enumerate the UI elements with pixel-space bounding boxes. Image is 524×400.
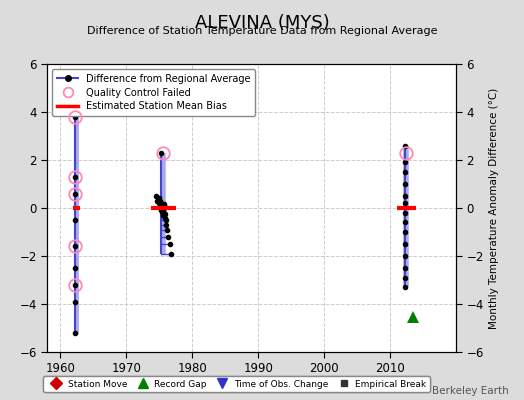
Text: ALEVINA (MYS): ALEVINA (MYS)	[194, 14, 330, 32]
Text: Difference of Station Temperature Data from Regional Average: Difference of Station Temperature Data f…	[87, 26, 437, 36]
Legend: Station Move, Record Gap, Time of Obs. Change, Empirical Break: Station Move, Record Gap, Time of Obs. C…	[43, 376, 430, 392]
Text: Berkeley Earth: Berkeley Earth	[432, 386, 508, 396]
Y-axis label: Monthly Temperature Anomaly Difference (°C): Monthly Temperature Anomaly Difference (…	[489, 87, 499, 329]
